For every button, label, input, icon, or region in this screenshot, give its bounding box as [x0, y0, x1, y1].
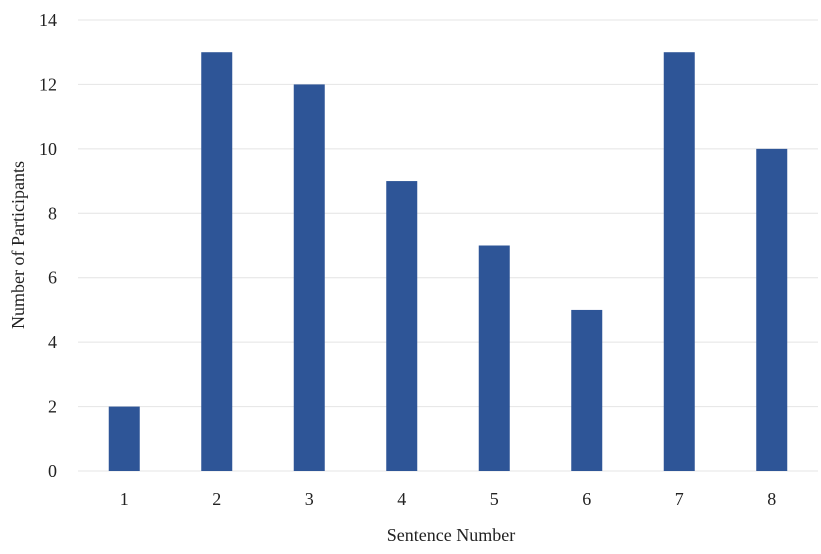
y-tick-labels: 0 2 4 6 8 10 12 14: [39, 10, 57, 481]
bar-3: [293, 84, 325, 471]
bars: [108, 52, 788, 472]
x-tick-label: 4: [397, 489, 406, 509]
bar-8: [756, 148, 788, 471]
x-tick-label: 8: [767, 489, 776, 509]
y-tick-label: 12: [39, 74, 57, 94]
y-tick-label: 10: [39, 139, 57, 159]
x-tick-label: 6: [582, 489, 591, 509]
bar-7: [663, 52, 695, 471]
bar-6: [571, 309, 603, 471]
y-tick-label: 4: [48, 332, 57, 352]
y-tick-label: 6: [48, 268, 57, 288]
y-tick-label: 2: [48, 397, 57, 417]
x-tick-label: 1: [120, 489, 129, 509]
x-tick-label: 5: [490, 489, 499, 509]
bar-1: [108, 406, 140, 471]
bar-2: [201, 52, 233, 471]
y-axis-title: Number of Participants: [8, 161, 28, 329]
y-tick-label: 14: [39, 10, 57, 30]
y-tick-label: 8: [48, 203, 57, 223]
x-tick-label: 2: [212, 489, 221, 509]
bar-4: [386, 181, 418, 472]
gridlines: [78, 19, 818, 472]
x-tick-label: 3: [305, 489, 314, 509]
bar-5: [478, 245, 510, 471]
y-tick-label: 0: [48, 461, 57, 481]
x-tick-label: 7: [675, 489, 684, 509]
x-axis-title: Sentence Number: [387, 525, 515, 545]
x-tick-labels: 1 2 3 4 5 6 7 8: [120, 489, 777, 509]
